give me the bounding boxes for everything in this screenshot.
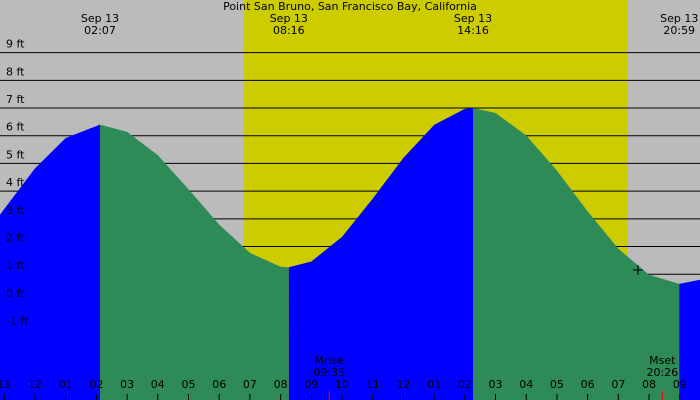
moon-event-name: Mset xyxy=(649,354,676,367)
y-tick-label: 6 ft xyxy=(6,121,25,134)
y-tick-label: 9 ft xyxy=(6,38,25,51)
y-tick-label: 0 ft xyxy=(6,287,25,300)
labels: -1 ft 0 ft 1 ft 2 ft 3 ft 4 ft 5 ft 6 ft 7 ft 8 f… xyxy=(0,12,698,400)
x-tick-label: 02 xyxy=(458,378,472,391)
moon-event-time: 09:35 xyxy=(313,366,345,379)
tide-area xyxy=(0,124,100,400)
y-tick-label: -1 ft xyxy=(6,315,29,328)
x-tick-label: 09 xyxy=(673,378,687,391)
x-tick-label: 05 xyxy=(550,378,564,391)
y-tick-label: 7 ft xyxy=(6,93,25,106)
x-tick-label: 01 xyxy=(427,378,441,391)
x-tick-label: 02 xyxy=(89,378,103,391)
x-tick-label: 07 xyxy=(611,378,625,391)
x-tick-label: 12 xyxy=(396,378,410,391)
extreme-time: 08:16 xyxy=(273,24,305,37)
extreme-date: Sep 13 xyxy=(660,12,698,25)
x-tick-label: 10 xyxy=(335,378,349,391)
x-tick-label: 03 xyxy=(120,378,134,391)
tide-areas xyxy=(0,108,700,400)
y-tick-label: 1 ft xyxy=(6,259,25,272)
y-tick-label: 5 ft xyxy=(6,148,25,161)
x-tick-label: 09 xyxy=(304,378,318,391)
y-tick-label: 3 ft xyxy=(6,204,25,217)
extreme-date: Sep 13 xyxy=(454,12,492,25)
x-tick-label: 01 xyxy=(59,378,73,391)
moon-event-name: Mrise xyxy=(314,354,344,367)
x-tick-label: 04 xyxy=(151,378,165,391)
y-tick-label: 8 ft xyxy=(6,65,25,78)
moon-event-time: 20:26 xyxy=(646,366,678,379)
tide-area xyxy=(679,279,700,400)
x-tick-label: 12 xyxy=(28,378,42,391)
x-tick-label: 11 xyxy=(366,378,380,391)
extreme-date: Sep 13 xyxy=(270,12,308,25)
chart-title: Point San Bruno, San Francisco Bay, Cali… xyxy=(223,0,477,13)
x-tick-label: 06 xyxy=(212,378,226,391)
current-time-marker xyxy=(633,265,643,275)
x-tick-label: 08 xyxy=(642,378,656,391)
x-tick-label: 06 xyxy=(581,378,595,391)
extreme-time: 02:07 xyxy=(84,24,116,37)
x-tick-label: 04 xyxy=(519,378,533,391)
extreme-date: Sep 13 xyxy=(81,12,119,25)
tide-area xyxy=(288,108,474,400)
x-tick-label: 11 xyxy=(0,378,11,391)
y-tick-label: 2 ft xyxy=(6,232,25,245)
tide-area xyxy=(100,124,289,400)
y-tick-label: 4 ft xyxy=(6,176,25,189)
x-tick-label: 03 xyxy=(489,378,503,391)
extreme-time: 14:16 xyxy=(457,24,489,37)
extreme-time: 20:59 xyxy=(663,24,695,37)
tide-area xyxy=(473,108,680,400)
x-tick-label: 08 xyxy=(274,378,288,391)
x-tick-label: 05 xyxy=(182,378,196,391)
x-tick-label: 07 xyxy=(243,378,257,391)
